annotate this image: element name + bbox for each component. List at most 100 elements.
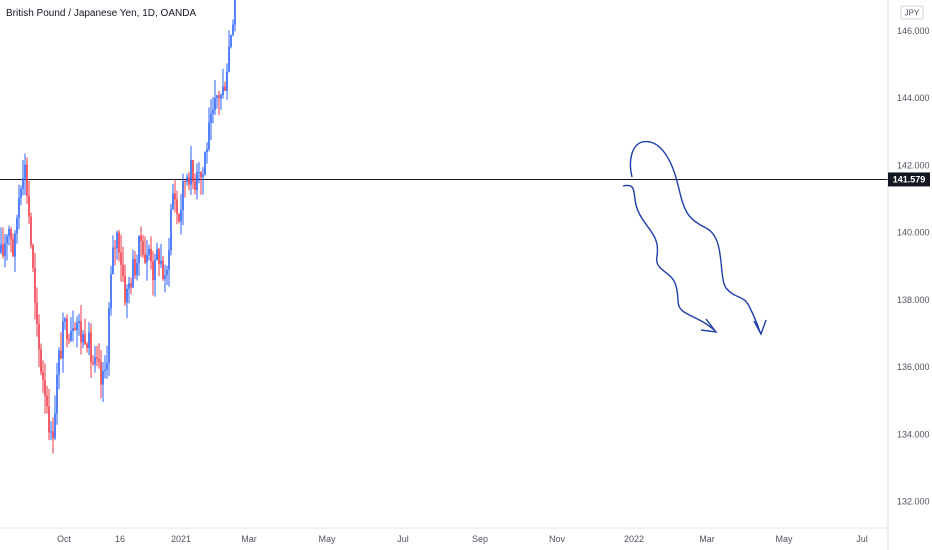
candle	[82, 330, 84, 349]
candle	[80, 304, 82, 355]
candle-body	[90, 332, 92, 363]
candle-body	[46, 395, 48, 407]
candle	[158, 247, 160, 277]
candle	[192, 159, 194, 190]
candle	[86, 341, 88, 353]
candle	[28, 181, 30, 224]
currency-badge-box	[900, 5, 924, 20]
x-tick-label: 2021	[171, 534, 191, 544]
candle-body	[116, 232, 118, 249]
candle	[120, 234, 122, 282]
candle-body	[28, 195, 30, 217]
candle	[152, 250, 154, 296]
candle-body	[38, 323, 40, 350]
candle-body	[88, 332, 90, 348]
candle-body	[4, 243, 6, 256]
candle	[216, 94, 218, 109]
candle	[110, 265, 112, 316]
candle	[114, 239, 116, 266]
candle	[12, 233, 14, 258]
candle-body	[30, 216, 32, 246]
candle-body	[130, 283, 132, 288]
currency-badge-label: JPY	[905, 9, 920, 18]
candle	[46, 385, 48, 414]
candle-body	[140, 235, 142, 242]
candle-body	[194, 181, 196, 190]
candle-body	[12, 239, 14, 257]
candle-body	[100, 361, 102, 385]
candle	[214, 80, 216, 115]
candle	[32, 243, 34, 272]
candle-body	[222, 86, 224, 95]
projection-arrowhead-2	[753, 319, 767, 336]
candle	[100, 349, 102, 399]
candle-body	[214, 97, 216, 111]
candle-body	[190, 159, 192, 185]
candle-body	[50, 431, 52, 433]
candle	[134, 251, 136, 280]
candle	[48, 389, 50, 441]
currency-badge[interactable]: JPY	[900, 5, 924, 20]
candle-body	[142, 241, 144, 255]
candle-body	[66, 318, 68, 340]
candle	[36, 287, 38, 337]
candle-body	[172, 193, 174, 209]
candle-body	[200, 172, 202, 178]
y-tick-label: 136.000	[897, 362, 930, 372]
candle	[112, 235, 114, 275]
candle	[150, 236, 152, 270]
candle-body	[44, 380, 46, 396]
candle-body	[120, 252, 122, 265]
candle	[232, 19, 234, 37]
candle-body	[158, 249, 160, 264]
candle	[222, 68, 224, 99]
candle	[14, 229, 16, 272]
candle	[92, 355, 94, 366]
candle	[58, 347, 60, 390]
candle	[116, 230, 118, 260]
candle-body	[6, 236, 8, 244]
candle-body	[72, 328, 74, 331]
candle	[128, 276, 130, 304]
y-tick-label: 142.000	[897, 160, 930, 170]
candle	[102, 361, 104, 402]
candle-body	[182, 180, 184, 211]
candle-body	[26, 164, 28, 196]
x-tick-label: Mar	[241, 534, 257, 544]
candle-body	[148, 248, 150, 255]
candle-body	[232, 24, 234, 36]
projection-arrow-path-1[interactable]	[622, 184, 715, 331]
candle-body	[154, 260, 156, 281]
candle	[228, 30, 230, 73]
candle	[30, 212, 32, 249]
candle	[60, 332, 62, 359]
level-label-141.579: 141.579	[893, 175, 926, 185]
candle-body	[104, 369, 106, 372]
candle-body	[52, 431, 54, 439]
candle-body	[102, 371, 104, 385]
candle	[4, 233, 6, 268]
candle-body	[126, 288, 128, 303]
candle	[172, 184, 174, 211]
candle	[162, 255, 164, 281]
y-tick-label: 146.000	[897, 26, 930, 36]
chart-title: British Pound / Japanese Yen, 1D, OANDA	[6, 8, 196, 19]
candle	[96, 345, 98, 367]
candle	[6, 233, 8, 261]
projection-arrow-path-2[interactable]	[629, 140, 761, 333]
candle	[220, 93, 222, 111]
candle	[52, 417, 54, 454]
candle	[26, 157, 28, 204]
candle-body	[122, 264, 124, 276]
candle	[170, 203, 172, 256]
x-tick-label: Sep	[472, 534, 488, 544]
candle	[206, 142, 208, 164]
candle-body	[86, 344, 88, 348]
candle-body	[58, 350, 60, 375]
candle-body	[136, 263, 138, 276]
candle-body	[152, 261, 154, 281]
candle	[186, 173, 188, 186]
